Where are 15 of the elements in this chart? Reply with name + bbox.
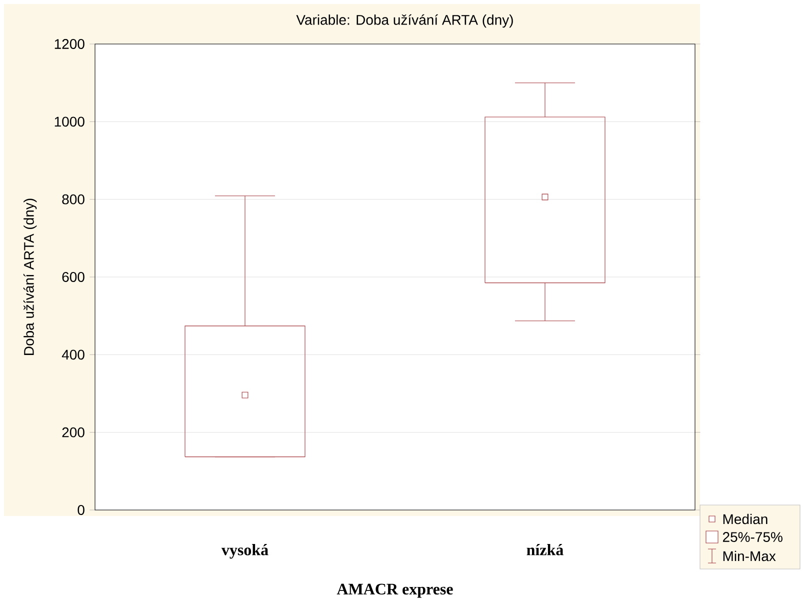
y-tick-label: 400 (62, 350, 84, 360)
y-tick-label: 1000 (54, 116, 84, 127)
y-axis-title: Doba užívání ARTA (dny) (23, 198, 37, 355)
text: 25%-75% (722, 532, 782, 542)
y-tick-label: 200 (62, 427, 84, 438)
y-tick-label: 600 (62, 272, 84, 282)
y-tick-label: 800 (62, 194, 84, 204)
x-tick-label: nízká (526, 544, 564, 556)
chart-title: Variable: Doba užívání ARTA (dny) (296, 14, 513, 28)
text: Median (723, 514, 768, 524)
text: Min-Max (723, 550, 776, 562)
x-tick-label: vysoká (221, 544, 268, 559)
y-tick-label: 0 (78, 505, 84, 515)
y-tick-label: 1200 (54, 39, 84, 49)
x-axis-title: AMACR exprese (336, 584, 453, 598)
